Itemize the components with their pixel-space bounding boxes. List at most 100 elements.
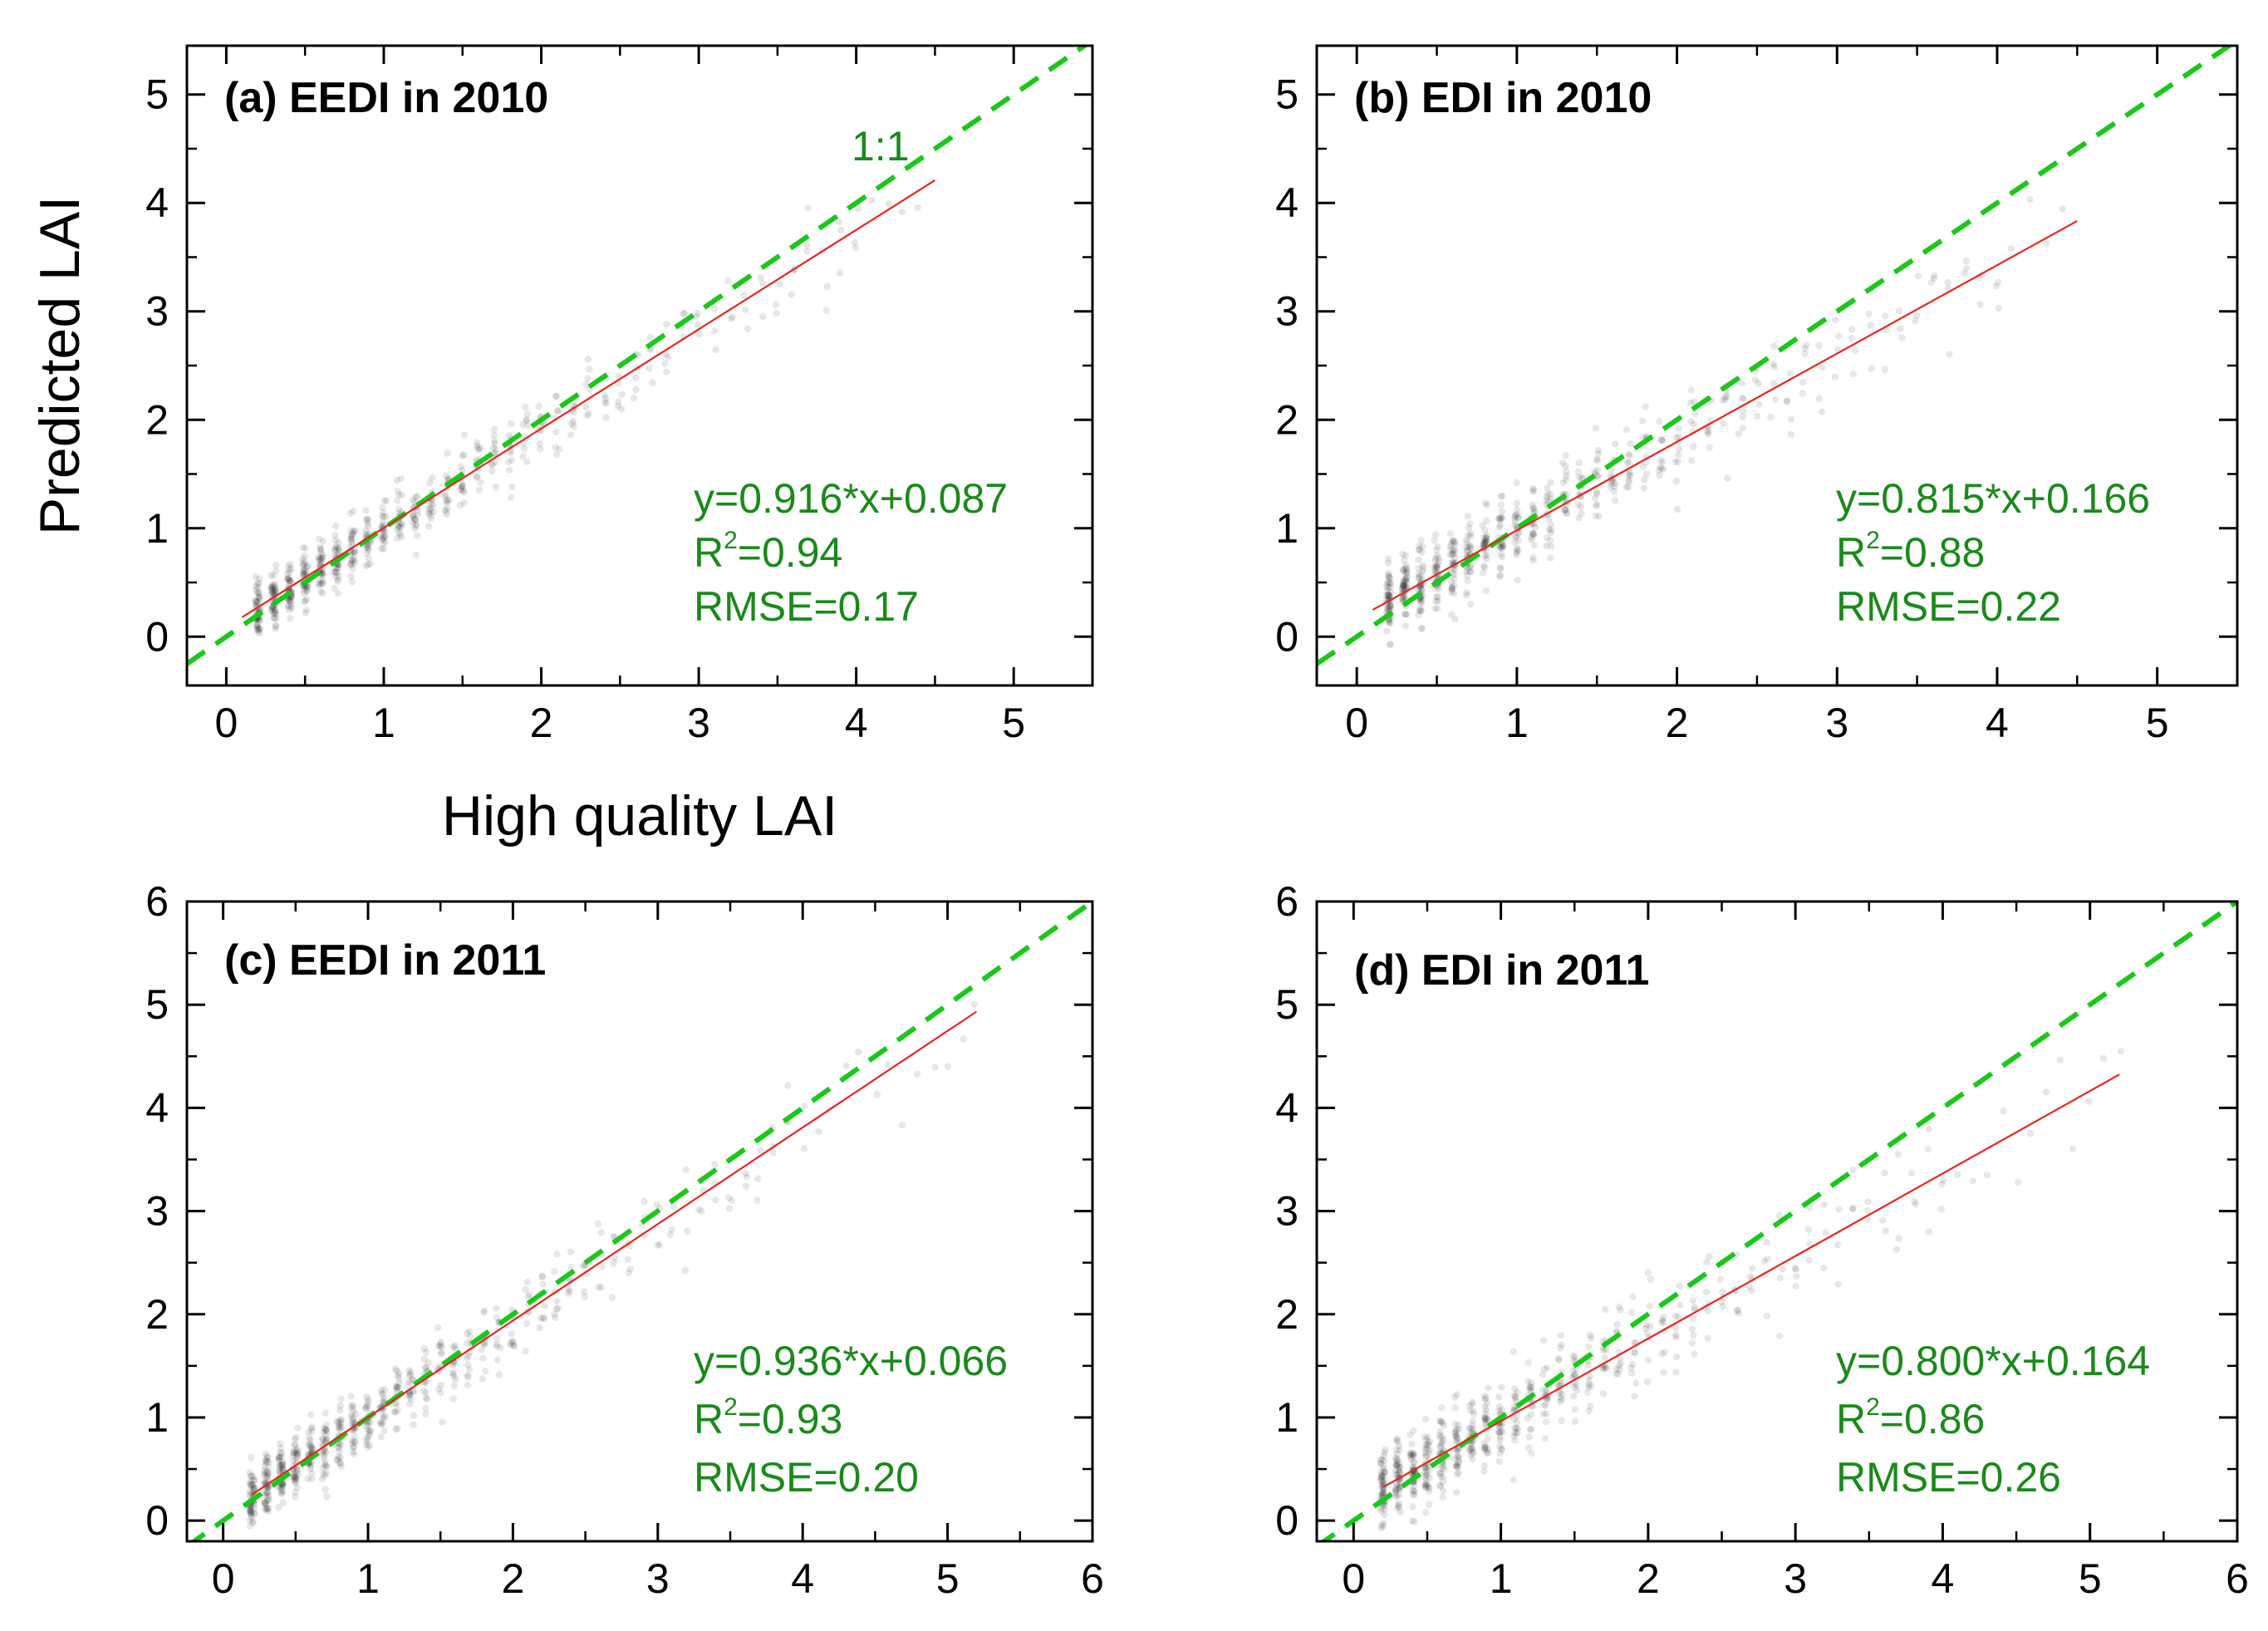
scatter-point	[1386, 574, 1393, 582]
scatter-point	[1529, 530, 1537, 538]
scatter-point	[694, 309, 701, 317]
scatter-point	[278, 1458, 287, 1466]
scatter-point	[1691, 410, 1699, 418]
scatter-point	[1419, 564, 1427, 572]
scatter-point	[1425, 1439, 1432, 1447]
scatter-point	[1439, 1493, 1447, 1501]
scatter-point	[1400, 577, 1407, 584]
scatter-point	[366, 1429, 373, 1437]
x-tick-label: 3	[687, 700, 710, 746]
scatter-point	[398, 491, 405, 499]
scatter-point	[1416, 543, 1423, 550]
scatter-point	[322, 1469, 331, 1477]
scatter-point	[379, 504, 386, 511]
scatter-point	[1625, 450, 1632, 458]
scatter-point	[1434, 543, 1441, 551]
rmse: RMSE=0.17	[694, 583, 919, 630]
scatter-point	[1377, 1468, 1385, 1476]
scatter-point	[1431, 564, 1439, 572]
scatter-point	[347, 572, 355, 580]
scatter-point	[1976, 301, 1984, 308]
scatter-point	[1674, 458, 1681, 465]
scatter-point	[1382, 1446, 1389, 1453]
scatter-point	[1426, 1474, 1433, 1481]
scatter-point	[407, 1368, 415, 1376]
scatter-point	[268, 604, 277, 612]
scatter-point	[292, 1493, 299, 1501]
scatter-point	[321, 1454, 328, 1462]
scatter-point	[268, 591, 275, 598]
x-tick-label: 5	[1002, 700, 1025, 746]
scatter-point	[362, 1404, 370, 1412]
scatter-point	[443, 510, 450, 518]
scatter-point	[1587, 1383, 1595, 1390]
scatter-point	[425, 1358, 432, 1367]
scatter-point	[283, 570, 292, 577]
scatter-point	[409, 511, 417, 519]
scatter-point	[1617, 1359, 1625, 1368]
scatter-point	[405, 1391, 413, 1399]
scatter-point	[380, 1394, 388, 1402]
scatter-point	[427, 505, 434, 513]
scatter-point	[335, 545, 342, 553]
scatter-point	[362, 516, 371, 524]
scatter-point	[1483, 555, 1490, 562]
x-tick-label: 0	[214, 700, 238, 746]
scatter-point	[318, 580, 326, 587]
scatter-point	[1425, 1483, 1432, 1491]
scatter-point	[335, 564, 342, 572]
scatter-point	[510, 1342, 518, 1349]
scatter-point	[1377, 1460, 1385, 1467]
scatter-point	[1542, 1386, 1550, 1394]
scatter-point	[1415, 574, 1423, 582]
x-tick-label: 1	[356, 1555, 380, 1602]
scatter-point	[539, 1280, 547, 1288]
scatter-point	[285, 602, 293, 611]
scatter-point	[1377, 1471, 1386, 1479]
scatter-point	[1387, 589, 1395, 597]
scatter-point	[1925, 1228, 1933, 1236]
scatter-point	[1393, 1492, 1402, 1501]
scatter-point	[944, 1063, 952, 1070]
scatter-point	[1396, 1484, 1404, 1492]
scatter-point	[442, 491, 449, 499]
scatter-point	[436, 1343, 444, 1350]
scatter-point	[1591, 494, 1599, 503]
scatter-point	[684, 1227, 691, 1236]
one-to-one-line	[1317, 46, 2234, 666]
scatter-point	[1387, 579, 1395, 587]
scatter-point	[261, 1506, 268, 1513]
scatter-point	[1719, 396, 1726, 404]
scatter-point	[334, 1456, 341, 1464]
scatter-point	[272, 625, 279, 633]
scatter-point	[1925, 1125, 1932, 1133]
scatter-point	[1835, 1206, 1843, 1213]
scatter-point	[1387, 640, 1394, 648]
scatter-point	[1386, 574, 1393, 582]
scatter-point	[481, 1341, 488, 1349]
scatter-point	[412, 516, 420, 524]
scatter-point	[835, 218, 842, 226]
scatter-point	[1704, 429, 1712, 436]
scatter-point	[758, 280, 766, 287]
scatter-point	[292, 1476, 300, 1485]
scatter-point	[256, 616, 263, 624]
scatter-point	[568, 420, 576, 428]
scatter-point	[248, 1472, 255, 1480]
scatter-point	[381, 533, 389, 540]
scatter-point	[347, 559, 355, 567]
scatter-point	[364, 1402, 371, 1410]
scatter-point	[507, 449, 514, 457]
scatter-point	[1403, 578, 1411, 587]
y-tick-label: 6	[145, 878, 169, 925]
scatter-point	[316, 582, 323, 589]
scatter-point	[248, 1472, 255, 1480]
scatter-point	[1387, 579, 1394, 587]
scatter-point	[272, 611, 280, 618]
scatter-point	[1511, 1385, 1519, 1393]
scatter-point	[438, 1349, 445, 1357]
scatter-point	[655, 1241, 663, 1249]
scatter-point	[290, 1468, 297, 1476]
scatter-point	[1454, 1434, 1461, 1442]
y-tick-label: 4	[1275, 179, 1298, 226]
